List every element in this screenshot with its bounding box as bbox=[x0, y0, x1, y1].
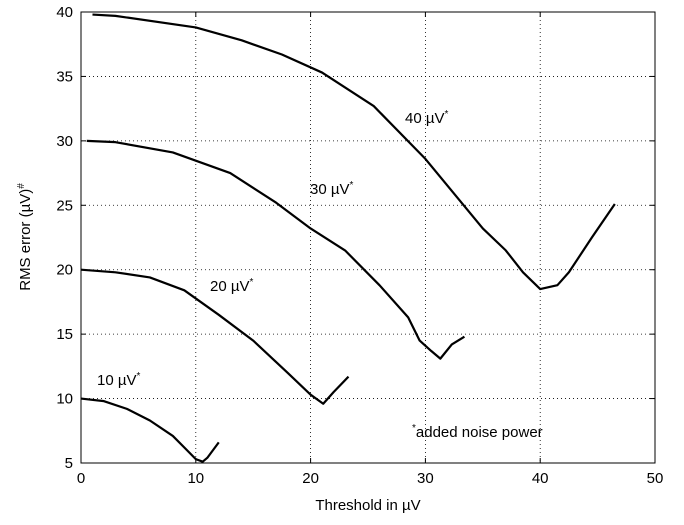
series-label-text: 40 µV bbox=[405, 110, 445, 127]
y-axis-label-text: RMS error (µV) bbox=[17, 189, 34, 291]
x-axis-label: Threshold in µV bbox=[315, 497, 420, 514]
series-label-sup: * bbox=[445, 109, 449, 120]
series-label: 10 µV* bbox=[97, 371, 141, 389]
series-line bbox=[80, 268, 350, 405]
series-label-sup: * bbox=[250, 277, 254, 288]
series-label-sup: * bbox=[137, 371, 141, 382]
x-tick-label: 0 bbox=[77, 470, 85, 487]
y-tick-label: 5 bbox=[65, 455, 73, 472]
y-tick-label: 15 bbox=[56, 326, 73, 343]
x-tick-label: 40 bbox=[532, 470, 549, 487]
y-tick-label: 10 bbox=[56, 391, 73, 408]
series-label: 20 µV* bbox=[210, 277, 254, 295]
x-tick-label: 20 bbox=[302, 470, 319, 487]
y-axis-label: RMS error (µV)# bbox=[16, 183, 34, 291]
y-tick-label: 20 bbox=[56, 262, 73, 279]
note: *added noise power bbox=[412, 423, 543, 441]
x-tick-label: 30 bbox=[417, 470, 434, 487]
series-label-text: 30 µV bbox=[310, 181, 350, 198]
note-sup: * bbox=[412, 423, 416, 434]
y-tick-label: 35 bbox=[56, 68, 73, 85]
series-line bbox=[80, 397, 220, 463]
x-tick-label: 10 bbox=[187, 470, 204, 487]
plot-frame bbox=[80, 11, 656, 464]
y-tick-label: 40 bbox=[56, 4, 73, 21]
y-tick-label: 25 bbox=[56, 197, 73, 214]
series-label: 40 µV* bbox=[405, 109, 449, 127]
series-label-text: 10 µV bbox=[97, 372, 137, 389]
x-tick-label: 50 bbox=[647, 470, 664, 487]
y-tick-label: 30 bbox=[56, 133, 73, 150]
y-axis-label-sup: # bbox=[16, 183, 27, 189]
series-label-text: 20 µV bbox=[210, 278, 250, 295]
series-label: 30 µV* bbox=[310, 180, 354, 198]
series-line bbox=[92, 13, 616, 291]
note-text: added noise power bbox=[416, 424, 543, 441]
series-label-sup: * bbox=[350, 180, 354, 191]
series-line bbox=[86, 139, 466, 360]
